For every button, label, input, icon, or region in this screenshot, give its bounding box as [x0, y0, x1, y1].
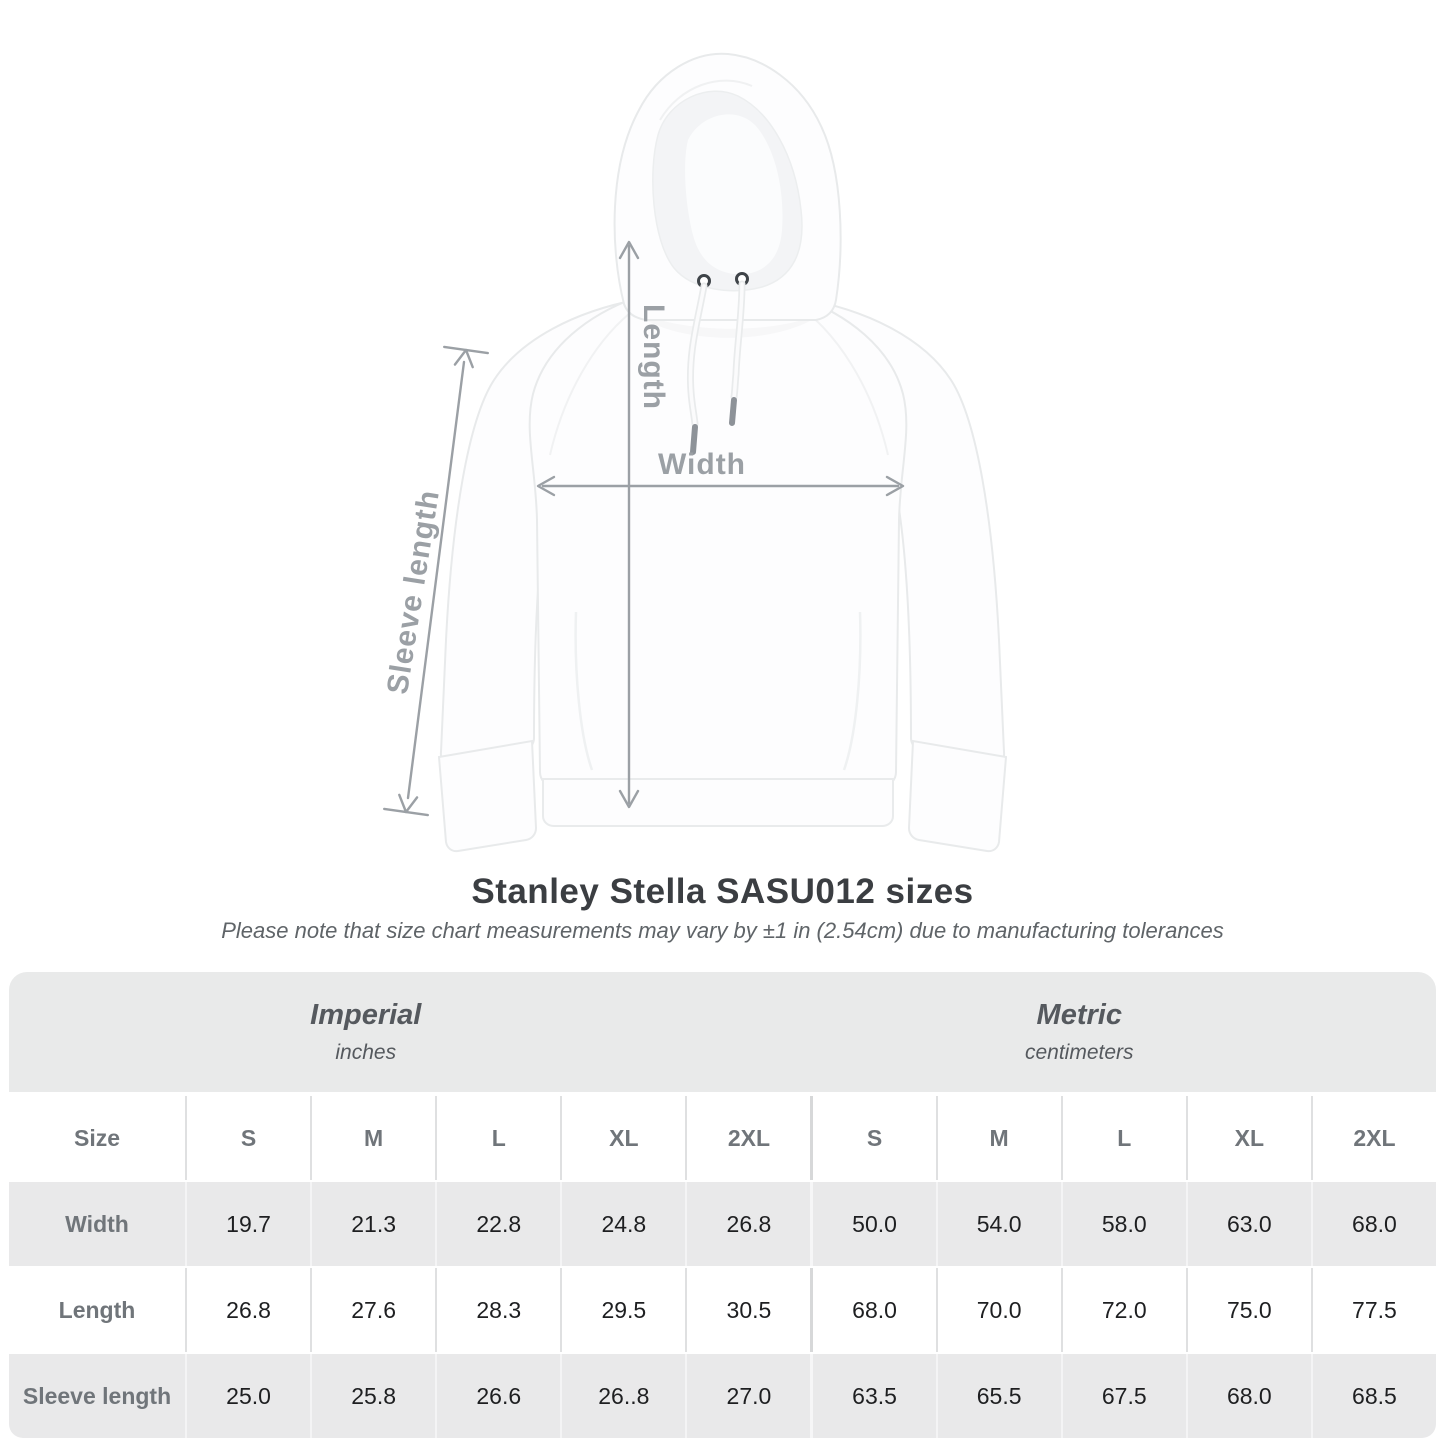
- width-imperial-m: 21.3: [310, 1182, 436, 1266]
- hoodie-pocket-lines: [574, 611, 862, 771]
- size-header-row: Size S M L XL 2XL S M L XL 2XL: [9, 1096, 1436, 1180]
- length-imperial-l: 28.3: [435, 1268, 561, 1352]
- size-header-imperial-2xl: 2XL: [685, 1096, 811, 1180]
- metric-label: Metric: [1036, 999, 1122, 1031]
- width-imperial-s: 19.7: [185, 1182, 311, 1266]
- row-label-sleeve-length: Sleeve length: [9, 1354, 185, 1438]
- width-metric-m: 54.0: [935, 1182, 1061, 1266]
- size-header-imperial-xl: XL: [560, 1096, 686, 1180]
- size-header-imperial-l: L: [435, 1096, 561, 1180]
- width-dimension-label: Width: [657, 448, 747, 481]
- width-imperial-xl: 24.8: [560, 1182, 686, 1266]
- length-metric-m: 70.0: [935, 1268, 1061, 1352]
- hoodie-right-aglet: [729, 397, 737, 426]
- length-imperial-m: 27.6: [310, 1268, 436, 1352]
- hoodie-collar-shadow: [624, 300, 836, 338]
- hoodie-hood-interior: [685, 114, 783, 275]
- sleeve-metric-m: 65.5: [935, 1354, 1061, 1438]
- metric-unit-label: centimeters: [1024, 1041, 1134, 1064]
- sleeve-metric-2xl: 68.5: [1310, 1354, 1436, 1438]
- width-metric-2xl: 68.0: [1310, 1182, 1436, 1266]
- sleeve-metric-xl: 68.0: [1185, 1354, 1311, 1438]
- length-metric-2xl: 77.5: [1310, 1268, 1436, 1352]
- width-metric-s: 50.0: [810, 1182, 936, 1266]
- size-header-imperial-m: M: [310, 1096, 436, 1180]
- unit-header-band: Imperial inches Metric centimeters: [9, 972, 1436, 1092]
- hoodie-left-aglet: [690, 424, 698, 455]
- width-metric-xl: 63.0: [1185, 1182, 1311, 1266]
- imperial-unit-label: inches: [335, 1041, 397, 1064]
- size-header-imperial-s: S: [185, 1096, 311, 1180]
- width-arrow: [536, 475, 905, 497]
- sleeve-length-arrow: [383, 345, 489, 817]
- hoodie-right-drawstring-core: [732, 282, 744, 399]
- sleeve-imperial-2xl: 27.0: [685, 1354, 811, 1438]
- hoodie-left-drawstring-core: [688, 284, 706, 426]
- table-row-sleeve-length: Sleeve length 25.0 25.8 26.6 26..8 27.0 …: [9, 1354, 1436, 1438]
- tolerance-note: Please note that size chart measurements…: [221, 918, 1224, 943]
- hoodie-illustration: [383, 52, 1008, 853]
- sleeve-imperial-l: 26.6: [435, 1354, 561, 1438]
- page-title: Stanley Stella SASU012 sizes: [471, 872, 974, 911]
- length-metric-xl: 75.0: [1185, 1268, 1311, 1352]
- length-metric-s: 68.0: [810, 1268, 936, 1352]
- length-metric-l: 72.0: [1060, 1268, 1186, 1352]
- sleeve-imperial-s: 25.0: [185, 1354, 311, 1438]
- size-header-metric-xl: XL: [1185, 1096, 1311, 1180]
- width-imperial-l: 22.8: [435, 1182, 561, 1266]
- sleeve-metric-l: 67.5: [1060, 1354, 1186, 1438]
- sleeve-imperial-xl: 26..8: [560, 1354, 686, 1438]
- hoodie-hood-fold: [659, 79, 753, 121]
- hoodie-hem-band: [542, 778, 894, 827]
- length-dimension-label: Length: [637, 304, 670, 410]
- hoodie-left-cuff: [437, 739, 538, 853]
- width-metric-l: 58.0: [1060, 1182, 1186, 1266]
- sleeve-imperial-m: 25.8: [310, 1354, 436, 1438]
- imperial-section-header: Imperial inches: [9, 972, 723, 1092]
- table-row-width: Width 19.7 21.3 22.8 24.8 26.8 50.0 54.0…: [9, 1182, 1436, 1266]
- size-header-metric-m: M: [935, 1096, 1061, 1180]
- size-table: Imperial inches Metric centimeters Size …: [9, 972, 1436, 1438]
- size-header-metric-2xl: 2XL: [1310, 1096, 1436, 1180]
- length-imperial-2xl: 30.5: [685, 1268, 811, 1352]
- row-label-width: Width: [9, 1182, 185, 1266]
- metric-section-header: Metric centimeters: [723, 972, 1437, 1092]
- sleeve-metric-s: 63.5: [810, 1354, 936, 1438]
- hoodie-body: [528, 295, 908, 787]
- hoodie-right-cuff: [907, 739, 1008, 853]
- table-row-length: Length 26.8 27.6 28.3 29.5 30.5 68.0 70.…: [9, 1268, 1436, 1352]
- length-arrow: [618, 240, 640, 809]
- imperial-label: Imperial: [310, 999, 422, 1031]
- row-label-length: Length: [9, 1268, 185, 1352]
- length-imperial-s: 26.8: [185, 1268, 311, 1352]
- width-imperial-2xl: 26.8: [685, 1182, 811, 1266]
- size-header-metric-s: S: [810, 1096, 936, 1180]
- size-header-metric-l: L: [1060, 1096, 1186, 1180]
- length-imperial-xl: 29.5: [560, 1268, 686, 1352]
- size-column-header: Size: [9, 1096, 185, 1180]
